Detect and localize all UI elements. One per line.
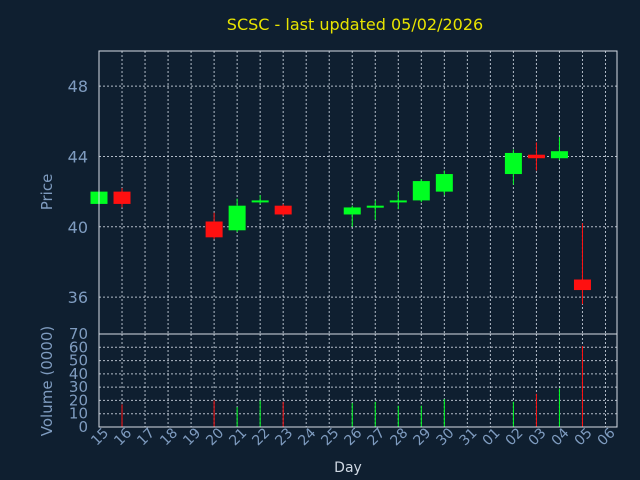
volume-panel-frame [98,333,618,428]
candle-body [343,207,361,215]
price-axis-ticks: 36 40 44 48 [68,77,88,307]
volume-tick-label: 0 [78,418,88,436]
chart-title: SCSC - last updated 05/02/2026 [227,15,483,34]
x-axis-title: Day [334,460,362,476]
volume-tick-label: 20 [69,391,88,409]
candle-body [435,174,453,192]
price-tick-label: 48 [68,77,88,96]
candle-body [573,279,591,291]
candle-body [550,151,568,159]
volume-axis-title: Volume (0000) [38,326,56,436]
volume-tick-label: 60 [69,338,88,356]
price-tick-label: 36 [68,288,88,307]
volume-tick-label: 40 [69,365,88,383]
candle-body [412,181,430,201]
volume-tick-label: 10 [69,405,88,423]
price-axis-title: Price [38,174,56,211]
price-candles [90,137,591,305]
volume-bars [121,345,583,427]
price-tick-label: 44 [68,147,88,166]
volume-tick-label: 30 [69,378,88,396]
candle-body [274,205,292,215]
volume-tick-label: 70 [69,325,88,343]
candle-body [366,205,384,208]
candle-body [389,200,407,203]
candle-body [113,191,131,204]
candle-body [228,205,246,231]
candle-body [205,221,223,238]
candle-body [527,154,545,159]
volume-tick-label: 50 [69,352,88,370]
candle-body [504,152,522,175]
candle-body [251,200,269,203]
price-tick-label: 40 [68,218,88,237]
x-axis-ticks: 15 16 17 18 19 20 21 22 23 24 25 26 27 28 29 30 31 01 02 03… [88,425,618,449]
